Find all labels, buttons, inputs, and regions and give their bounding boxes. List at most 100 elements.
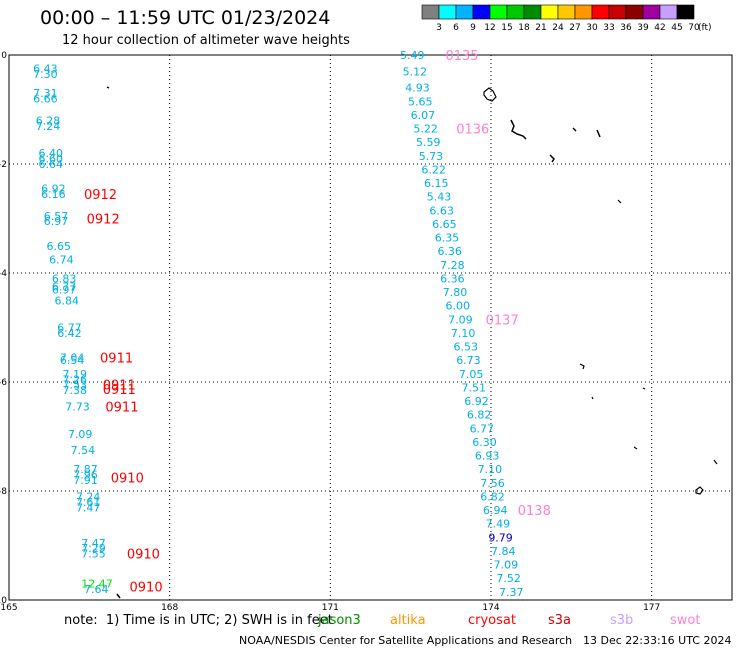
wave-height-label: 6.53 xyxy=(454,341,479,354)
legend-swatch xyxy=(438,4,457,20)
legend-bin-label: 39 xyxy=(637,23,649,33)
wave-height-label: 6.30 xyxy=(472,436,497,449)
legend-bin-label: 24 xyxy=(552,23,564,33)
x-tick-label: 177 xyxy=(643,603,660,613)
wave-height-label: 6.77 xyxy=(470,422,495,435)
wave-height-label: 7.37 xyxy=(499,586,524,599)
pass-cycle-label: 0912 xyxy=(84,188,117,203)
wave-height-label: 6.40 xyxy=(38,147,63,160)
map-frame xyxy=(8,54,733,601)
legend-swatch xyxy=(455,4,474,20)
wave-height-label: 6.15 xyxy=(424,177,449,190)
legend-swatch xyxy=(659,4,678,20)
wave-height-label: 6.16 xyxy=(41,188,65,201)
pass-cycle-label: 0911 xyxy=(103,383,136,398)
pass-cycle-label: 0911 xyxy=(100,351,133,366)
wave-height-label: 7.47 xyxy=(81,537,106,550)
wave-height-label: 6.73 xyxy=(456,354,481,367)
wave-height-label: 7.24 xyxy=(76,490,101,503)
satellite-label-swot: swot xyxy=(670,613,701,628)
x-tick-label: 168 xyxy=(161,603,178,613)
note-text: note: 1) Time is in UTC; 2) SWH is in fe… xyxy=(64,613,333,628)
y-tick-label: -8 xyxy=(0,487,7,497)
legend-unit: (ft) xyxy=(698,23,712,33)
wave-height-label: 7.51 xyxy=(462,381,487,394)
legend-bin-label: 30 xyxy=(586,23,598,33)
wave-height-label: 6.83 xyxy=(52,272,77,285)
wave-height-label: 6.77 xyxy=(52,281,77,294)
wave-height-label: 6.97 xyxy=(52,283,77,296)
wave-height-label: 6.77 xyxy=(57,322,81,335)
y-tick-label: -2 xyxy=(0,160,7,170)
wave-height-label: 7.04 xyxy=(60,351,85,364)
island-outline xyxy=(483,87,497,102)
wave-height-label: 6.42 xyxy=(57,327,81,340)
pass-cycle-label: 0912 xyxy=(87,213,120,228)
wave-height-label: 7.28 xyxy=(440,259,465,272)
island-outline xyxy=(591,396,594,400)
legend-bin-label: 45 xyxy=(671,23,682,33)
pass-cycle-label: 0910 xyxy=(127,548,160,563)
wave-height-label: 6.94 xyxy=(483,504,508,517)
footer-timestamp: 13 Dec 22:33:16 UTC 2024 xyxy=(583,634,732,647)
island-outline xyxy=(596,129,601,138)
legend-swatch xyxy=(574,4,593,20)
satellite-label-jason3: jason3 xyxy=(318,613,361,628)
legend-bin-label: 33 xyxy=(603,23,614,33)
x-tick-label: 165 xyxy=(0,603,17,613)
y-tick-label: -6 xyxy=(0,378,7,388)
wave-height-label: 7.87 xyxy=(73,463,98,476)
legend-bin-label: 12 xyxy=(484,23,495,33)
wave-height-label: 7.05 xyxy=(459,368,484,381)
wave-height-label: 6.00 xyxy=(445,300,470,313)
pass-cycle-label: 0137 xyxy=(486,313,519,328)
island-outline xyxy=(549,154,555,163)
wave-height-label: 7.19 xyxy=(63,368,88,381)
wave-height-label: 7.49 xyxy=(486,518,511,531)
wave-height-label: 6.64 xyxy=(38,158,63,171)
legend-bin-label: 6 xyxy=(453,23,459,33)
wave-height-label: 6.82 xyxy=(480,490,505,503)
wave-height-label: 7.56 xyxy=(480,477,505,490)
wave-height-label: 7.61 xyxy=(76,496,101,509)
wave-height-label: 12.47 xyxy=(81,578,113,591)
wave-height-label: 6.66 xyxy=(33,93,58,106)
legend-bin-label: 70 xyxy=(688,23,700,33)
wave-height-label: 7.64 xyxy=(84,583,109,596)
pass-cycle-label: 0135 xyxy=(445,49,478,64)
island-outline xyxy=(633,446,638,450)
wave-height-label: 6.28 xyxy=(36,114,61,127)
wave-height-label: 6.74 xyxy=(49,253,74,266)
wave-height-label: 7.24 xyxy=(36,120,61,133)
wave-height-label: 9.79 xyxy=(488,531,513,544)
legend-swatch xyxy=(472,4,491,20)
wave-height-label: 7.80 xyxy=(443,286,468,299)
wave-height-label: 5.12 xyxy=(403,65,428,78)
island-outline xyxy=(617,199,622,204)
island-outline xyxy=(510,119,527,140)
wave-height-label: 5.59 xyxy=(416,136,441,149)
wave-height-label: 6.43 xyxy=(33,63,58,76)
legend-bin-label: 9 xyxy=(470,23,476,33)
y-tick-label: -4 xyxy=(0,269,7,279)
legend-swatch xyxy=(608,4,627,20)
satellite-label-s3a: s3a xyxy=(548,613,572,628)
pass-cycle-label: 0911 xyxy=(105,401,138,416)
plot-border xyxy=(8,54,733,601)
satellite-label-s3b: s3b xyxy=(610,613,634,628)
wave-height-label: 7.26 xyxy=(63,373,88,386)
wave-height-label: 6.57 xyxy=(44,210,69,223)
wave-height-label: 5.65 xyxy=(408,95,433,108)
pass-cycle-label: 0136 xyxy=(456,123,489,138)
wave-height-label: 6.65 xyxy=(46,240,71,253)
wave-height-label: 6.84 xyxy=(55,294,79,307)
wave-height-label: 6.54 xyxy=(60,354,85,367)
footer-organization: NOAA/NESDIS Center for Satellite Applica… xyxy=(239,634,573,647)
wave-height-label: 6.65 xyxy=(432,218,457,231)
wave-height-label: 6.63 xyxy=(429,204,454,217)
wave-height-label: 4.93 xyxy=(405,82,430,95)
wave-height-label: 6.36 xyxy=(440,272,465,285)
pass-cycle-label: 0138 xyxy=(518,504,551,519)
island-outline xyxy=(713,459,718,465)
